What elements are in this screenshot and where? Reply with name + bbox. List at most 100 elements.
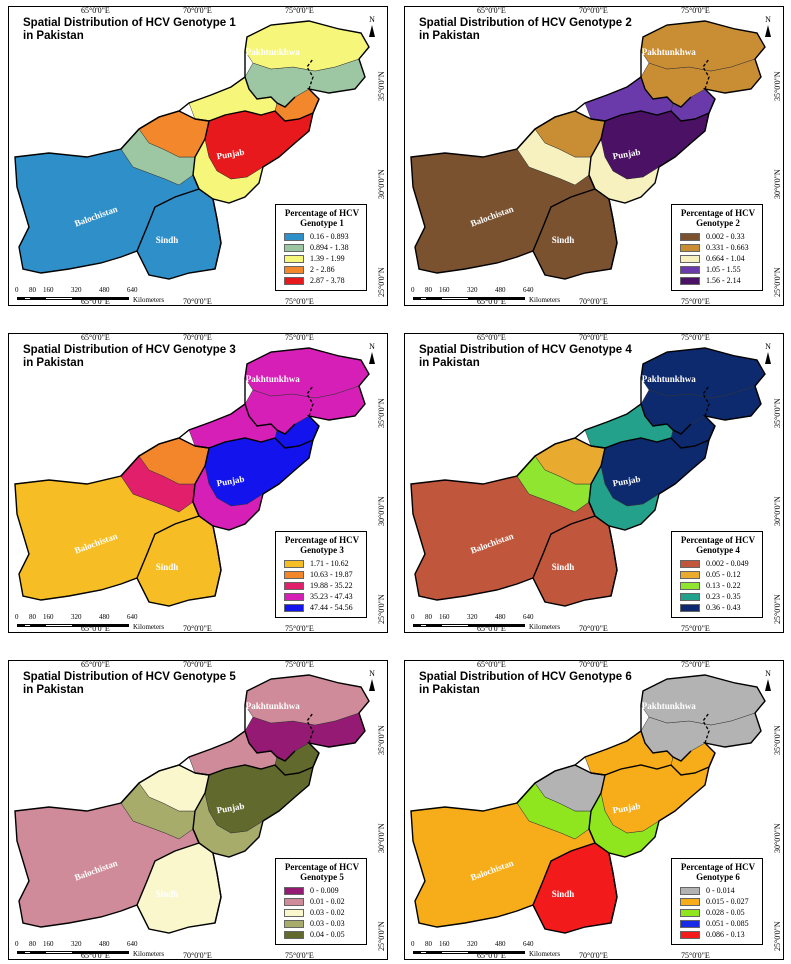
country-outline — [14, 20, 370, 280]
scale-bar: 0 80 160 320 480 640 Kilometers — [411, 286, 583, 305]
north-label: N — [765, 15, 771, 24]
scale-segment — [413, 624, 420, 627]
longitude-label: 65°0'0"E — [477, 624, 506, 633]
province-boundary — [244, 403, 296, 435]
province-label-punjab: Punjab — [216, 147, 245, 162]
latitude-label: 30°0'0"N — [377, 496, 386, 526]
region-punjab_c — [600, 437, 710, 507]
legend-item: 0.03 - 0.03 — [284, 918, 360, 929]
scale-tick-label: 80 — [425, 286, 432, 294]
longitude-label: 65°0'0"E — [477, 297, 506, 306]
legend-item: 0.01 - 0.02 — [284, 896, 360, 907]
longitude-label: 75°0'0"E — [681, 297, 710, 306]
latitude-label: 35°0'0"N — [773, 398, 782, 428]
legend-title: Percentage of HCV Genotype 4 — [680, 535, 756, 555]
scale-tick-label: 80 — [425, 613, 432, 621]
legend-swatch — [680, 243, 700, 252]
scale-bar: 0 80 160 320 480 640 Kilometers — [15, 286, 187, 305]
arrow-up-icon — [369, 679, 375, 691]
north-arrow-icon: N — [367, 15, 377, 37]
longitude-label: 70°0'0"E — [183, 951, 212, 960]
legend-label: 0.36 - 0.43 — [706, 603, 741, 612]
legend-item: 19.88 - 35.22 — [284, 580, 360, 591]
legend-item: 0.028 - 0.05 — [680, 907, 756, 918]
legend-label: 0 - 0.014 — [706, 886, 735, 895]
legend-label: 0.01 - 0.02 — [310, 897, 345, 906]
legend-label: 0.002 - 0.049 — [706, 559, 749, 568]
legend-label: 0.03 - 0.03 — [310, 919, 345, 928]
legend-label: 2.87 - 3.78 — [310, 276, 345, 285]
legend-label: 10.63 - 19.87 — [310, 570, 353, 579]
legend-label: 1.56 - 2.14 — [706, 276, 741, 285]
legend-item: 1.56 - 2.14 — [680, 275, 756, 286]
legend-item: 1.39 - 1.99 — [284, 253, 360, 264]
legend-swatch — [680, 265, 700, 274]
longitude-label: 75°0'0"E — [681, 624, 710, 633]
scale-tick-label: 640 — [523, 286, 534, 294]
scale-segment — [441, 624, 469, 627]
latitude-label: 30°0'0"N — [377, 823, 386, 853]
legend-label: 0.04 - 0.05 — [310, 930, 345, 939]
region-punjab_c — [204, 437, 314, 507]
map-panel-genotype-5: Khyber Pakhtunkhwa Punjab Balochistan Sindh… — [8, 660, 388, 960]
legend-item: 35.23 - 47.43 — [284, 591, 360, 602]
longitude-label: 70°0'0"E — [579, 660, 608, 669]
latitude-label: 35°0'0"N — [377, 725, 386, 755]
legend-label: 0.051 - 0.085 — [706, 919, 749, 928]
scale-tick-label: 640 — [523, 940, 534, 948]
province-label-sindh: Sindh — [156, 562, 179, 572]
line-of-control — [306, 385, 314, 417]
scale-tick-label: 160 — [43, 613, 54, 621]
legend-swatch — [284, 243, 304, 252]
scale-segment — [17, 297, 24, 300]
legend-item: 0.16 - 0.893 — [284, 231, 360, 242]
scale-segment — [73, 951, 129, 954]
longitude-label: 70°0'0"E — [183, 624, 212, 633]
legend-swatch — [284, 930, 304, 939]
longitude-label: 65°0'0"E — [477, 660, 506, 669]
legend-swatch — [680, 276, 700, 285]
scale-unit-label: Kilometers — [133, 296, 165, 304]
line-of-control — [306, 712, 314, 744]
province-boundary — [590, 752, 716, 776]
legend-item: 0 - 0.009 — [284, 885, 360, 896]
scale-segment — [413, 951, 420, 954]
scale-tick-label: 480 — [99, 613, 110, 621]
province-label-kp: Khyber Pakhtunkhwa — [214, 374, 300, 384]
scale-tick-label: 480 — [495, 286, 506, 294]
legend-item: 0.05 - 0.12 — [680, 569, 756, 580]
longitude-label: 75°0'0"E — [285, 624, 314, 633]
longitude-label: 65°0'0"E — [81, 6, 110, 15]
line-of-control — [702, 712, 710, 744]
province-label-punjab: Punjab — [612, 147, 641, 162]
longitude-label: 65°0'0"E — [81, 624, 110, 633]
map-panel-genotype-4: Khyber Pakhtunkhwa Punjab Balochistan Sindh… — [404, 333, 784, 633]
province-label-kp: Khyber Pakhtunkhwa — [610, 374, 696, 384]
latitude-label: 35°0'0"N — [773, 71, 782, 101]
scale-tick-label: 480 — [495, 940, 506, 948]
arrow-up-icon — [765, 679, 771, 691]
legend-label: 0.05 - 0.12 — [706, 570, 741, 579]
legend: Percentage of HCV Genotype 3 1.71 - 10.62… — [275, 531, 367, 618]
scale-unit-label: Kilometers — [529, 623, 561, 631]
legend-item: 0.36 - 0.43 — [680, 602, 756, 613]
north-label: N — [369, 342, 375, 351]
arrow-up-icon — [765, 352, 771, 364]
country-outline — [410, 674, 766, 934]
scale-bar: 0 80 160 320 480 640 Kilometers — [15, 940, 187, 959]
north-label: N — [765, 669, 771, 678]
scale-segment — [45, 624, 73, 627]
latitude-label: 30°0'0"N — [773, 496, 782, 526]
region-punjab_c — [204, 110, 314, 180]
legend-label: 0.028 - 0.05 — [706, 908, 745, 917]
scale-segment — [73, 624, 129, 627]
legend-swatch — [284, 232, 304, 241]
scale-segment — [31, 951, 45, 954]
longitude-label: 75°0'0"E — [285, 660, 314, 669]
legend: Percentage of HCV Genotype 6 0 - 0.014 0.0… — [671, 858, 763, 945]
region-punjab_c — [600, 764, 710, 834]
legend-swatch — [284, 603, 304, 612]
legend-label: 0 - 0.009 — [310, 886, 339, 895]
legend-item: 0.331 - 0.663 — [680, 242, 756, 253]
